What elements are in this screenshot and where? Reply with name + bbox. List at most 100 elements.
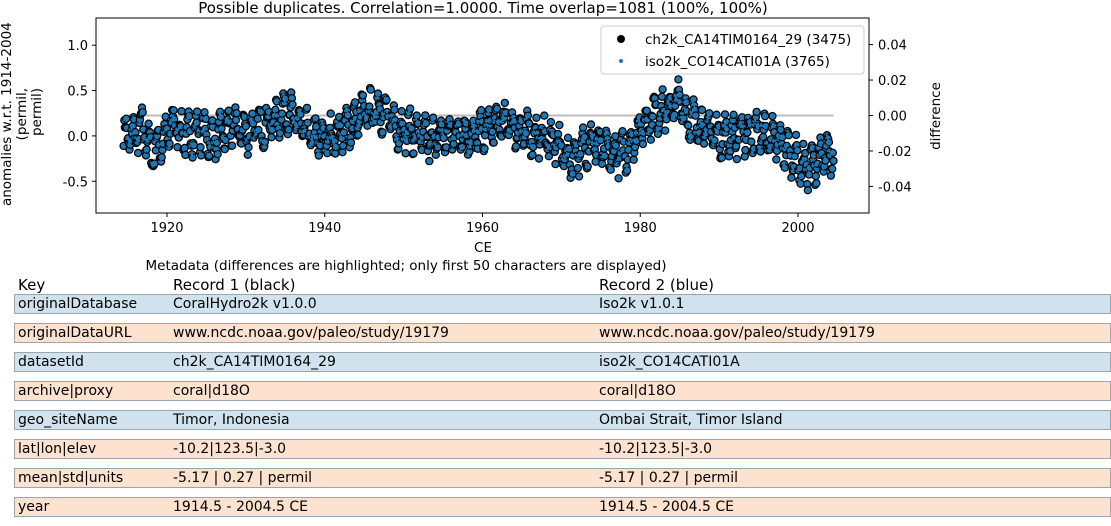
- point-record-2: [144, 150, 147, 153]
- point-record-2: [811, 158, 815, 161]
- point-record-2: [704, 132, 708, 135]
- metadata-rows: originalDatabase CoralHydro2k v1.0.0 Iso2k…: [14, 294, 1111, 517]
- point-record-2: [295, 124, 299, 127]
- point-record-2: [587, 150, 591, 153]
- point-record-2: [631, 133, 634, 136]
- point-record-2: [285, 123, 288, 126]
- point-record-2: [672, 116, 675, 120]
- point-record-2: [205, 133, 208, 136]
- point-record-2: [287, 128, 290, 131]
- point-record-2: [814, 174, 817, 178]
- point-record-2: [217, 128, 220, 131]
- point-record-2: [529, 144, 532, 147]
- point-record-2: [453, 136, 456, 139]
- point-record-2: [198, 151, 202, 154]
- point-record-2: [216, 152, 219, 156]
- point-record-2: [734, 146, 737, 150]
- row-record-2: 1914.5 - 2004.5 CE: [599, 499, 734, 515]
- point-record-2: [804, 168, 808, 171]
- point-record-2: [775, 158, 778, 161]
- point-record-2: [136, 140, 139, 144]
- point-record-2: [138, 121, 141, 125]
- point-record-2: [264, 121, 267, 124]
- point-record-2: [739, 123, 742, 127]
- point-record-2: [581, 132, 584, 135]
- point-record-2: [683, 100, 686, 104]
- point-record-2: [495, 105, 498, 109]
- point-record-2: [732, 113, 735, 117]
- point-record-2: [386, 110, 389, 114]
- point-record-2: [244, 125, 248, 128]
- point-record-2: [763, 112, 766, 115]
- point-record-2: [421, 136, 424, 139]
- point-record-2: [474, 135, 477, 139]
- point-record-2: [198, 129, 201, 133]
- point-record-2: [142, 138, 146, 141]
- point-record-2: [568, 163, 572, 166]
- point-record-2: [648, 128, 652, 131]
- point-record-2: [300, 130, 303, 134]
- y2-tick-label: -0.02: [878, 145, 912, 160]
- point-record-2: [229, 134, 232, 137]
- point-record-2: [773, 131, 776, 134]
- point-record-2: [231, 129, 234, 132]
- point-record-2: [480, 109, 483, 112]
- point-record-2: [775, 149, 779, 153]
- point-record-2: [528, 122, 531, 125]
- point-record-2: [647, 131, 650, 134]
- y-tick-label: 0.5: [67, 85, 88, 100]
- point-record-2: [623, 155, 627, 158]
- y-tick-label: 0.0: [67, 130, 88, 145]
- point-record-2: [688, 131, 691, 134]
- point-record-2: [823, 156, 827, 160]
- point-record-2: [675, 98, 679, 102]
- point-record-2: [539, 139, 542, 143]
- point-record-2: [692, 98, 695, 101]
- point-record-2: [509, 121, 512, 125]
- point-record-2: [343, 119, 347, 122]
- point-record-2: [554, 146, 558, 149]
- point-record-2: [134, 131, 137, 134]
- point-record-2: [340, 137, 343, 140]
- point-record-2: [556, 141, 559, 144]
- point-record-2: [739, 118, 742, 121]
- row-key: lat|lon|elev: [18, 441, 97, 457]
- point-record-2: [805, 163, 808, 166]
- point-record-2: [441, 129, 444, 133]
- point-record-2: [345, 106, 348, 110]
- point-record-2: [684, 97, 687, 100]
- point-record-2: [211, 126, 215, 129]
- point-record-2: [281, 102, 284, 105]
- point-record-2: [203, 127, 207, 130]
- point-record-2: [414, 137, 417, 140]
- point-record-2: [580, 138, 583, 141]
- point-record-2: [246, 137, 249, 140]
- point-record-2: [381, 131, 384, 134]
- point-record-2: [407, 113, 410, 117]
- y-tick-label: 1.0: [67, 39, 88, 54]
- point-record-2: [137, 137, 140, 141]
- point-record-2: [803, 158, 806, 161]
- point-record-2: [436, 146, 439, 149]
- point-record-2: [219, 110, 222, 114]
- point-record-2: [149, 135, 152, 139]
- point-record-2: [774, 147, 777, 151]
- point-record-2: [316, 142, 319, 145]
- point-record-2: [729, 150, 732, 153]
- x-axis-label: CE: [474, 240, 492, 256]
- point-record-2: [351, 119, 355, 123]
- point-record-2: [771, 114, 774, 118]
- point-record-2: [341, 144, 345, 147]
- legend-label-series-2: iso2k_CO14CATI01A (3765): [645, 54, 830, 70]
- point-record-2: [476, 142, 479, 145]
- point-record-2: [185, 125, 188, 129]
- point-record-2: [530, 140, 533, 144]
- point-record-2: [219, 115, 223, 119]
- point-record-2: [620, 138, 623, 141]
- point-record-2: [206, 152, 209, 156]
- point-record-2: [155, 136, 158, 140]
- point-record-2: [503, 116, 506, 120]
- point-record-2: [461, 138, 464, 141]
- point-record-2: [399, 122, 402, 126]
- point-record-2: [384, 96, 387, 99]
